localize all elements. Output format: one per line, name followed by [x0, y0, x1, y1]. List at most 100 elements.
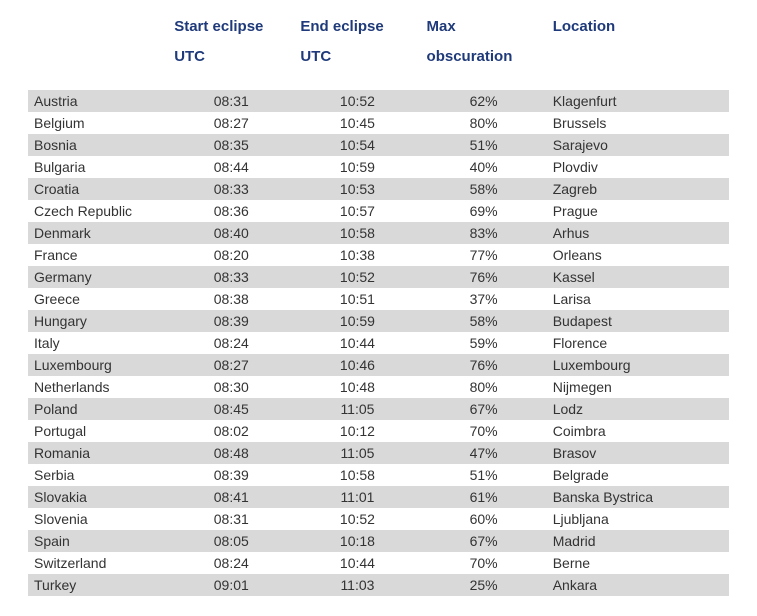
col-header-location: Location: [547, 8, 729, 90]
cell-obsc: 61%: [421, 486, 547, 508]
cell-end: 10:53: [294, 178, 420, 200]
cell-location: Zagreb: [547, 178, 729, 200]
cell-location: Lodz: [547, 398, 729, 420]
cell-obsc: 25%: [421, 574, 547, 596]
cell-obsc: 37%: [421, 288, 547, 310]
cell-country: Denmark: [28, 222, 168, 244]
cell-end: 10:45: [294, 112, 420, 134]
table-header: Start eclipse UTC End eclipse UTC Max ob…: [28, 8, 729, 90]
col-header-line2: UTC: [300, 42, 414, 72]
cell-location: Coimbra: [547, 420, 729, 442]
cell-start: 08:33: [168, 266, 294, 288]
table-row: Netherlands08:3010:4880%Nijmegen: [28, 376, 729, 398]
cell-obsc: 70%: [421, 420, 547, 442]
table-row: Portugal08:0210:1270%Coimbra: [28, 420, 729, 442]
cell-end: 10:44: [294, 332, 420, 354]
cell-end: 10:58: [294, 464, 420, 486]
cell-start: 08:02: [168, 420, 294, 442]
cell-obsc: 76%: [421, 354, 547, 376]
cell-country: France: [28, 244, 168, 266]
cell-country: Netherlands: [28, 376, 168, 398]
cell-country: Hungary: [28, 310, 168, 332]
cell-obsc: 58%: [421, 178, 547, 200]
cell-country: Poland: [28, 398, 168, 420]
table-row: Bosnia08:3510:5451%Sarajevo: [28, 134, 729, 156]
cell-start: 08:24: [168, 332, 294, 354]
table-row: Austria08:3110:5262%Klagenfurt: [28, 90, 729, 112]
cell-end: 10:12: [294, 420, 420, 442]
table-row: Italy08:2410:4459%Florence: [28, 332, 729, 354]
cell-start: 09:01: [168, 574, 294, 596]
table-row: Serbia08:3910:5851%Belgrade: [28, 464, 729, 486]
cell-country: Italy: [28, 332, 168, 354]
cell-end: 10:38: [294, 244, 420, 266]
cell-obsc: 70%: [421, 552, 547, 574]
cell-end: 10:59: [294, 156, 420, 178]
cell-start: 08:45: [168, 398, 294, 420]
table-row: Czech Republic08:3610:5769%Prague: [28, 200, 729, 222]
table-row: Slovakia08:4111:0161%Banska Bystrica: [28, 486, 729, 508]
cell-country: Germany: [28, 266, 168, 288]
col-header-line1: End eclipse: [300, 12, 414, 42]
cell-start: 08:38: [168, 288, 294, 310]
cell-country: Turkey: [28, 574, 168, 596]
table-row: France08:2010:3877%Orleans: [28, 244, 729, 266]
cell-location: Kassel: [547, 266, 729, 288]
table-row: Spain08:0510:1867%Madrid: [28, 530, 729, 552]
cell-end: 11:03: [294, 574, 420, 596]
cell-obsc: 51%: [421, 134, 547, 156]
cell-start: 08:31: [168, 90, 294, 112]
cell-end: 10:52: [294, 266, 420, 288]
cell-location: Florence: [547, 332, 729, 354]
col-header-line1: Start eclipse: [174, 12, 288, 42]
cell-country: Romania: [28, 442, 168, 464]
cell-end: 10:18: [294, 530, 420, 552]
cell-location: Luxembourg: [547, 354, 729, 376]
cell-country: Serbia: [28, 464, 168, 486]
cell-country: Spain: [28, 530, 168, 552]
table-row: Switzerland08:2410:4470%Berne: [28, 552, 729, 574]
cell-location: Orleans: [547, 244, 729, 266]
cell-start: 08:41: [168, 486, 294, 508]
cell-location: Plovdiv: [547, 156, 729, 178]
cell-end: 10:44: [294, 552, 420, 574]
cell-end: 10:59: [294, 310, 420, 332]
cell-start: 08:33: [168, 178, 294, 200]
cell-country: Portugal: [28, 420, 168, 442]
cell-location: Berne: [547, 552, 729, 574]
cell-obsc: 47%: [421, 442, 547, 464]
col-header-line1: Location: [553, 12, 723, 42]
cell-location: Ankara: [547, 574, 729, 596]
cell-start: 08:39: [168, 464, 294, 486]
cell-country: Bulgaria: [28, 156, 168, 178]
table-row: Romania08:4811:0547%Brasov: [28, 442, 729, 464]
cell-country: Croatia: [28, 178, 168, 200]
cell-end: 10:57: [294, 200, 420, 222]
table-body: Austria08:3110:5262%KlagenfurtBelgium08:…: [28, 90, 729, 596]
cell-country: Bosnia: [28, 134, 168, 156]
cell-start: 08:39: [168, 310, 294, 332]
cell-start: 08:05: [168, 530, 294, 552]
eclipse-table: Start eclipse UTC End eclipse UTC Max ob…: [28, 8, 729, 596]
cell-location: Budapest: [547, 310, 729, 332]
cell-obsc: 77%: [421, 244, 547, 266]
cell-location: Ljubljana: [547, 508, 729, 530]
cell-end: 10:48: [294, 376, 420, 398]
col-header-obsc: Max obscuration: [421, 8, 547, 90]
col-header-country: [28, 8, 168, 90]
cell-start: 08:20: [168, 244, 294, 266]
table-row: Croatia08:3310:5358%Zagreb: [28, 178, 729, 200]
table-row: Turkey09:0111:0325%Ankara: [28, 574, 729, 596]
cell-location: Klagenfurt: [547, 90, 729, 112]
table-row: Poland08:4511:0567%Lodz: [28, 398, 729, 420]
cell-country: Slovakia: [28, 486, 168, 508]
cell-end: 11:01: [294, 486, 420, 508]
cell-obsc: 51%: [421, 464, 547, 486]
cell-location: Banska Bystrica: [547, 486, 729, 508]
col-header-start: Start eclipse UTC: [168, 8, 294, 90]
cell-country: Switzerland: [28, 552, 168, 574]
cell-country: Czech Republic: [28, 200, 168, 222]
cell-obsc: 67%: [421, 398, 547, 420]
cell-obsc: 80%: [421, 376, 547, 398]
cell-location: Brussels: [547, 112, 729, 134]
